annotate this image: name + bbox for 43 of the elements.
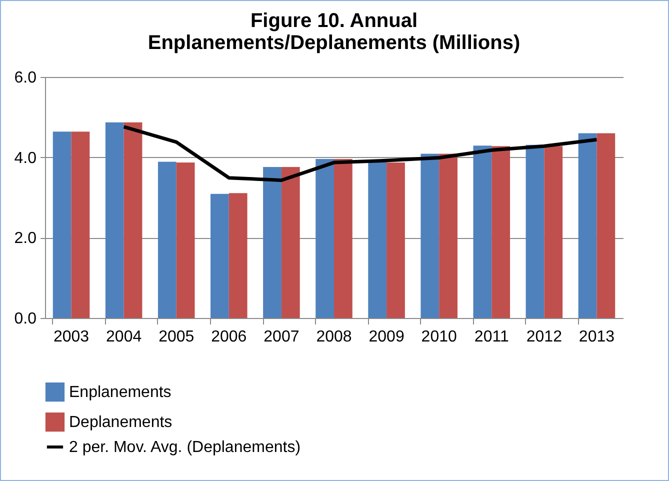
x-tick-label: 2005 [158,328,194,346]
bar [281,166,300,318]
x-tick-label: 2009 [368,328,404,346]
text: Figure 10. Annual [250,10,418,32]
line-series [122,125,598,182]
y-tick-label: 0.0 [14,310,37,328]
text: Enplanements/Deplanements (Millions) [148,32,520,54]
x-tick-label: 2006 [211,328,247,346]
y-tick-label: 4.0 [14,150,37,167]
bar [210,194,229,318]
bar [52,132,72,318]
bar [334,158,352,318]
legend-label: Deplanements [69,414,172,431]
bar [124,122,142,318]
bar [368,160,387,318]
x-tick-label: 2008 [316,328,352,346]
x-tick-label: 2011 [474,328,509,346]
bar [420,154,440,318]
bar [263,166,282,318]
legend-label: Enplanements [69,384,172,401]
x-tick-label: 2003 [53,328,90,346]
bar [158,162,176,318]
y-tick-label: 6.0 [14,70,37,86]
bar [386,162,405,318]
x-tick-label: 2013 [578,328,615,346]
bar [176,162,195,318]
x-tick-label: 2007 [264,328,300,346]
bar [228,193,248,318]
bar [71,132,90,318]
bar [316,158,334,318]
x-tick-label: 2012 [526,328,562,346]
bar [544,146,563,318]
bar [596,133,616,318]
bar [473,146,492,318]
legend-label: 2 per. Mov. Avg. (Deplanements) [69,439,301,456]
bar [578,133,597,318]
bar [105,122,124,318]
bar [439,154,458,318]
bar [526,144,544,318]
x-tick-label: 2004 [106,328,142,346]
x-tick-label: 2010 [421,328,457,346]
bar [492,146,510,318]
y-tick-label: 2.0 [14,230,37,248]
